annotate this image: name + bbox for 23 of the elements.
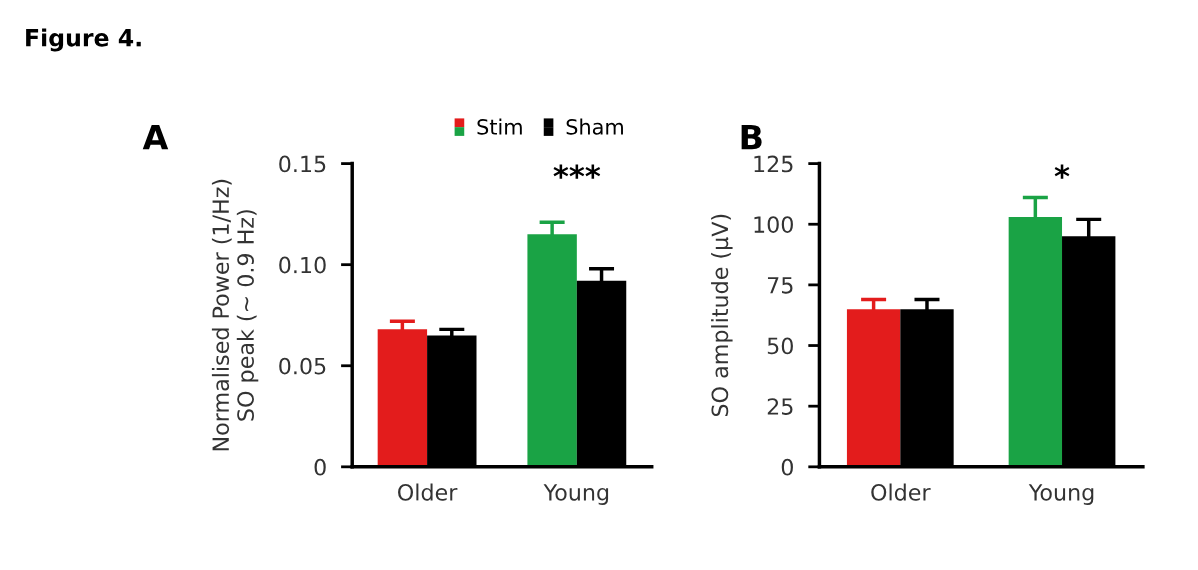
y-tick-label: 125: [754, 155, 793, 173]
chart-title: B: [741, 124, 762, 150]
y-tick-label: 50: [767, 337, 793, 355]
y-axis-title: Normalised Power (1/Hz) SO peak (~ 0.9 Hz): [211, 179, 259, 451]
x-tick-label: Older: [871, 483, 931, 501]
x-tick-label: Young: [1028, 484, 1094, 505]
y-axis-title: SO amplitude (µV): [711, 214, 733, 417]
legend-label: Stim: [477, 118, 522, 135]
y-tick-label: 0.10: [279, 256, 326, 274]
x-tick-label: Young: [543, 484, 609, 505]
y-tick-label: 0.05: [279, 357, 326, 375]
y-tick-label: 75: [767, 277, 793, 294]
annotation: ***: [553, 164, 601, 179]
legend-label: Sham: [566, 118, 623, 135]
y-tick-label: 100: [754, 216, 793, 233]
y-tick-label: 25: [767, 398, 793, 415]
y-tick-label: 0: [314, 458, 326, 476]
y-tick-label: 0.15: [279, 155, 326, 173]
annotation: *: [1054, 164, 1070, 179]
y-tick-label: 0: [781, 458, 793, 476]
caption: Figure 4.: [26, 28, 141, 52]
x-tick-label: Older: [398, 483, 458, 501]
chart-title: A: [142, 124, 169, 150]
